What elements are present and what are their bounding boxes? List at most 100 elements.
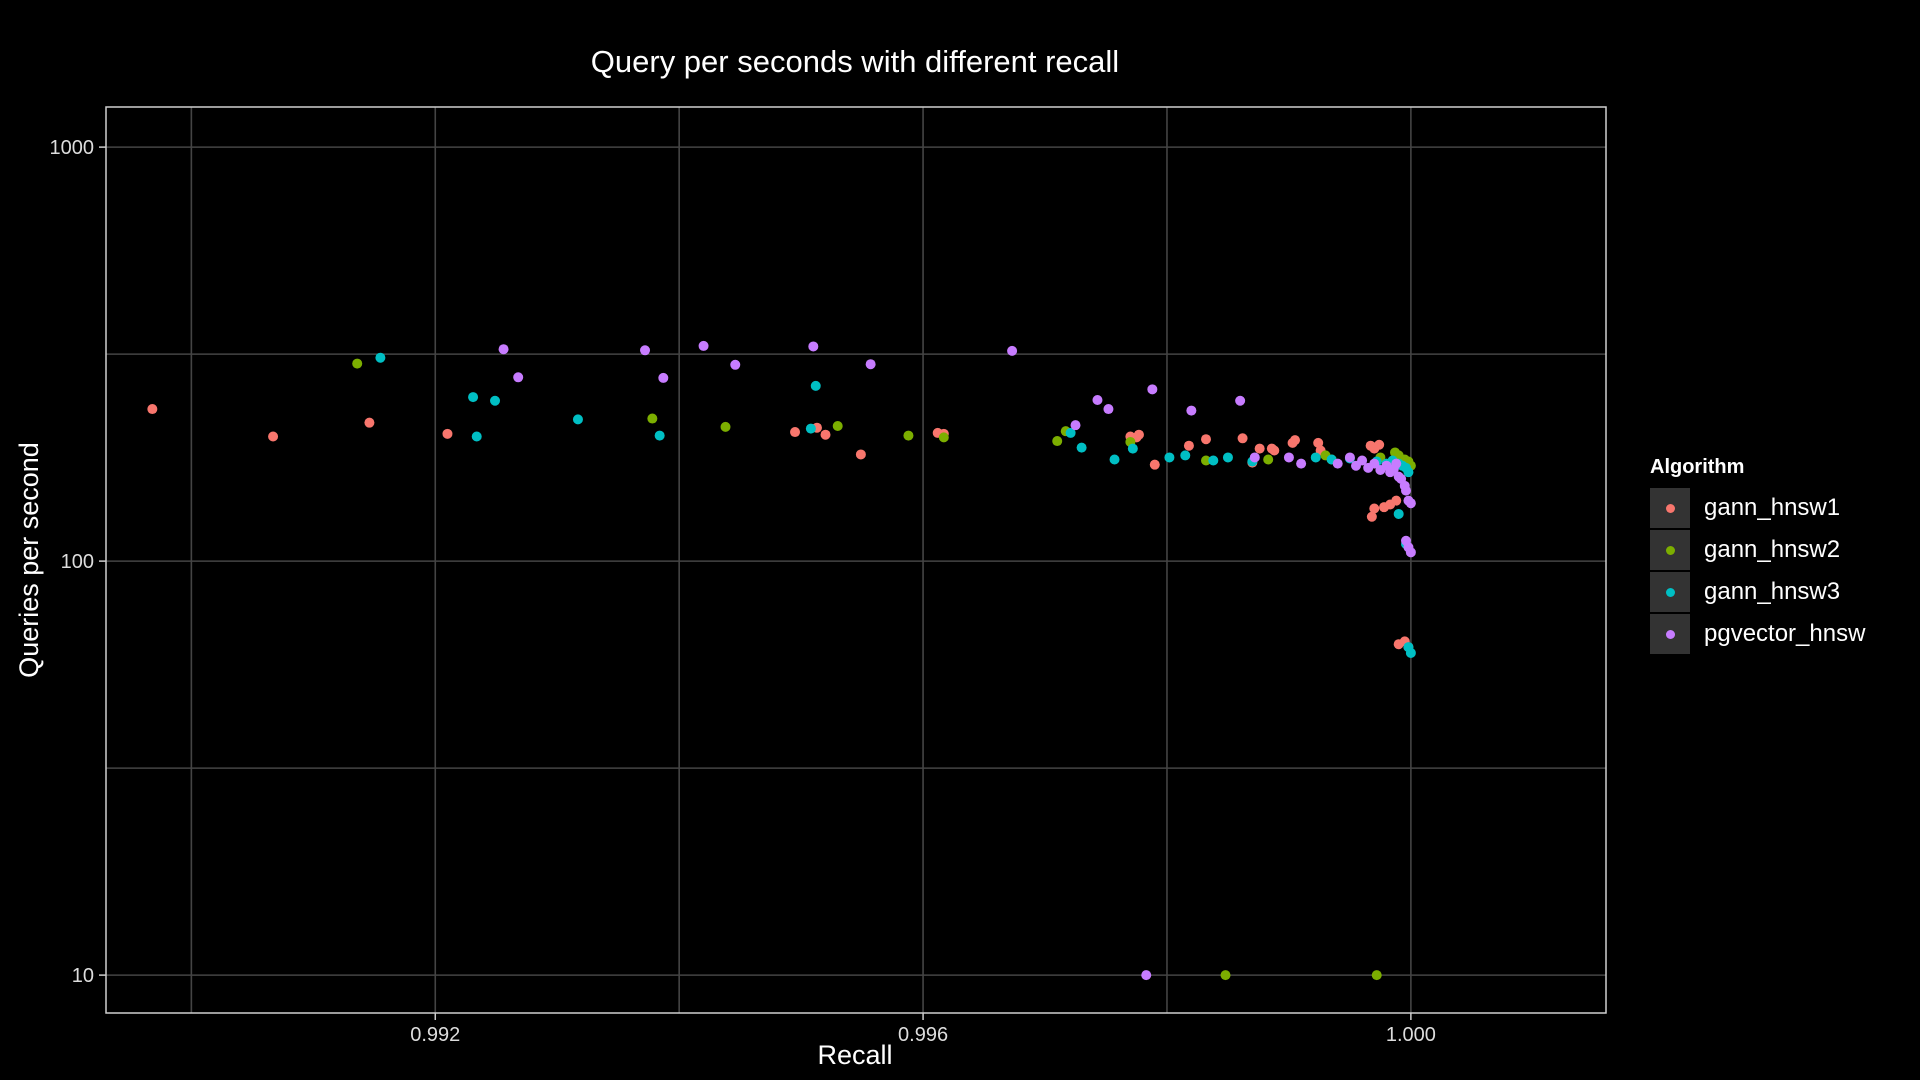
series-gann_hnsw2 [352, 358, 1416, 981]
data-point [147, 404, 158, 415]
data-point [572, 414, 583, 425]
data-point [720, 421, 731, 432]
data-point [647, 413, 658, 424]
data-point [1103, 404, 1114, 415]
data-point [1141, 970, 1152, 981]
grid-lines [106, 107, 1606, 1013]
data-point [1403, 467, 1414, 478]
legend-dot [1665, 629, 1675, 639]
data-point [1310, 452, 1321, 463]
x-tick-label: 1.000 [1386, 1024, 1436, 1046]
data-point [1249, 452, 1260, 463]
data-point [1371, 970, 1382, 981]
legend-dot [1665, 545, 1675, 555]
data-point [1235, 395, 1246, 406]
data-point [1201, 455, 1211, 466]
y-tick-label: 100 [61, 551, 94, 573]
y-axis-label: Queries per second [14, 442, 44, 678]
data-point [1076, 442, 1087, 453]
data-point [1007, 345, 1018, 356]
legend-key [1650, 572, 1690, 612]
data-point [832, 421, 843, 432]
data-point [513, 372, 524, 383]
legend: Algorithm gann_hnsw1 gann_hnsw2 gann_hns… [1650, 456, 1865, 655]
data-point [805, 423, 816, 434]
data-point [442, 428, 453, 439]
data-point [855, 449, 866, 460]
data-point [1208, 455, 1219, 466]
x-tick-label: 0.996 [898, 1024, 948, 1046]
data-point [1366, 511, 1377, 522]
y-tick-label: 10 [72, 965, 94, 987]
data-point [730, 359, 741, 370]
legend-key [1650, 614, 1690, 654]
data-points [147, 340, 1416, 981]
data-point [1357, 455, 1368, 466]
data-point [1393, 508, 1404, 519]
legend-item-gann-hnsw2: gann_hnsw2 [1650, 529, 1865, 571]
legend-dot [1665, 587, 1675, 597]
data-point [903, 430, 914, 441]
data-point [1222, 452, 1233, 463]
legend-key [1650, 530, 1690, 570]
legend-key [1650, 488, 1690, 528]
data-point [654, 430, 665, 441]
data-point [1065, 427, 1076, 438]
data-point [698, 340, 709, 351]
data-point [1313, 437, 1324, 448]
data-point [658, 372, 669, 383]
y-tick-label: 1000 [50, 137, 95, 159]
data-point [1127, 443, 1138, 454]
data-point [1332, 458, 1343, 469]
data-point [364, 417, 375, 428]
data-point [1296, 458, 1307, 469]
data-point [1283, 452, 1294, 463]
data-point [1149, 459, 1160, 470]
chart-title: Query per seconds with different recall [591, 44, 1119, 79]
data-point [1092, 395, 1103, 406]
data-point [1147, 384, 1158, 395]
data-point [1344, 452, 1355, 463]
data-point [1290, 435, 1301, 446]
data-point [1263, 454, 1274, 465]
data-point [640, 345, 651, 356]
legend-title: Algorithm [1650, 456, 1745, 478]
data-point [1405, 498, 1416, 509]
series-gann_hnsw3 [375, 352, 1416, 658]
data-point [352, 358, 363, 369]
data-point [1374, 439, 1385, 450]
data-point [1164, 452, 1175, 463]
legend-label: gann_hnsw1 [1704, 494, 1841, 521]
data-point [1405, 647, 1416, 658]
data-point [498, 344, 509, 355]
data-point [1109, 454, 1120, 465]
data-point [1052, 436, 1063, 447]
data-point [1183, 440, 1194, 451]
plot-panel [105, 106, 1607, 1014]
x-tick-label: 0.992 [410, 1024, 460, 1046]
legend-dot [1665, 503, 1675, 513]
data-point [810, 380, 821, 391]
legend-item-pgvector-hnsw: pgvector_hnsw [1650, 613, 1865, 655]
data-point [1070, 420, 1081, 431]
axis-ticks: 0.992 0.996 1.000 10 100 1000 [50, 137, 1436, 1046]
data-point [865, 359, 876, 370]
data-point [1391, 458, 1402, 469]
series-pgvector_hnsw [498, 340, 1416, 981]
data-point [1220, 970, 1231, 981]
data-point [468, 392, 479, 403]
data-point [375, 352, 386, 363]
data-point [1391, 495, 1402, 506]
data-point [1186, 405, 1197, 416]
data-point [1180, 450, 1191, 461]
legend-label: gann_hnsw2 [1704, 536, 1841, 563]
x-axis-label: Recall [817, 1040, 892, 1070]
legend-label: pgvector_hnsw [1704, 620, 1866, 647]
data-point [1254, 443, 1265, 454]
data-point [808, 341, 819, 352]
data-point [790, 427, 801, 438]
data-point [820, 429, 831, 440]
data-point [1201, 434, 1211, 445]
series-gann_hnsw1 [147, 404, 1414, 653]
